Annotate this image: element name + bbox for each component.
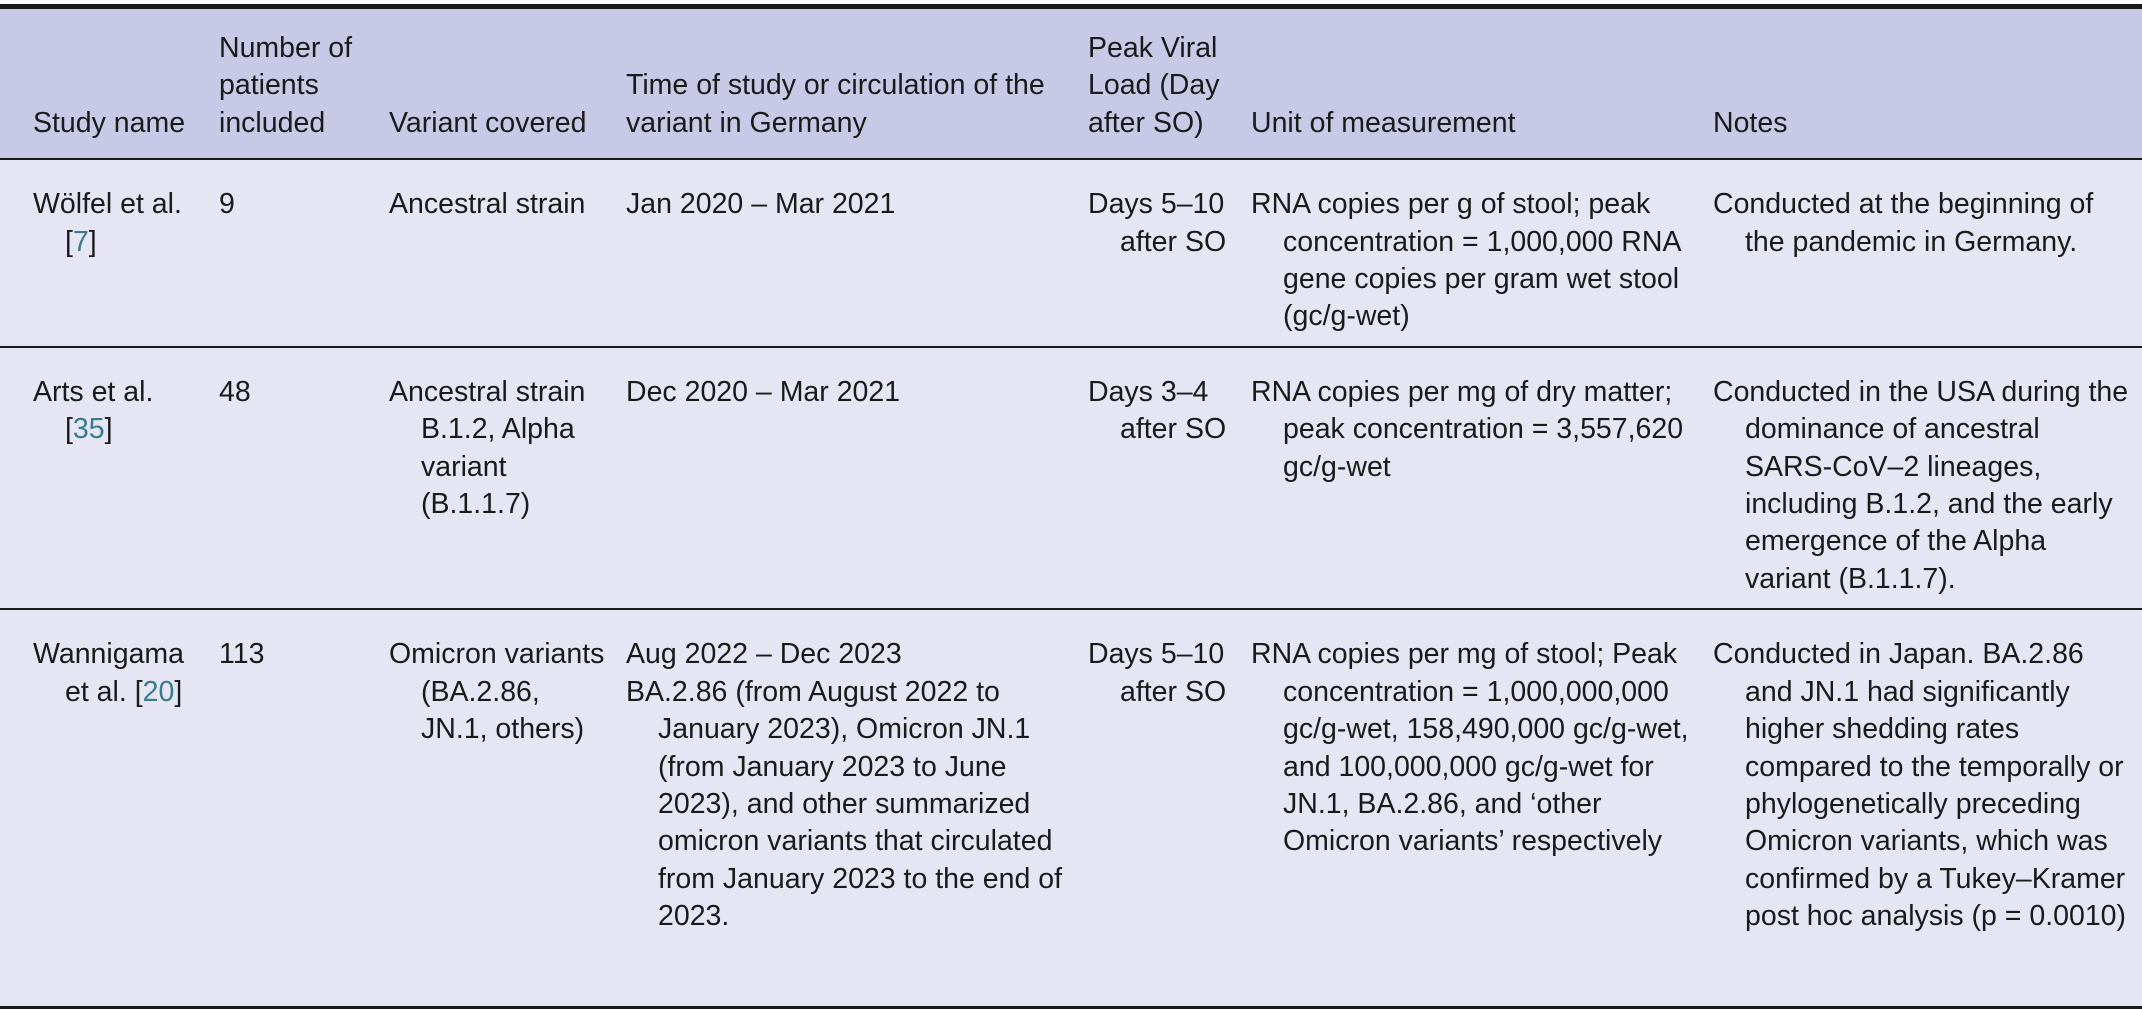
header-peak: Peak Viral Load (Day after SO) [1078,4,1241,161]
cell-variant: Omicron variants (BA.2.86, JN.1, others) [379,609,616,1009]
cell-study: Wölfel et al. [7] [0,159,209,348]
cell-notes: Conducted in Japan. BA.2.86 and JN.1 had… [1703,609,2142,1009]
cell-unit: RNA copies per g of stool; peak concentr… [1241,159,1703,348]
cell-patients: 113 [209,609,379,1009]
table-row: Arts et al. [35] 48 Ancestral strain B.1… [0,346,2142,611]
header-row: Study name Number of patients included V… [0,4,2142,161]
cell-variant: Ancestral strain B.1.2, Alpha variant (B… [379,346,616,611]
cell-peak: Days 5–10 after SO [1078,609,1241,1009]
header-notes: Notes [1703,4,2142,161]
cell-peak: Days 5–10 after SO [1078,159,1241,348]
cell-patients: 48 [209,346,379,611]
cell-notes: Conducted at the beginning of the pandem… [1703,159,2142,348]
cell-peak: Days 3–4 after SO [1078,346,1241,611]
cell-time: Aug 2022 – Dec 2023 BA.2.86 (from August… [616,609,1078,1009]
cell-notes: Conducted in the USA during the dominanc… [1703,346,2142,611]
table-row: Wölfel et al. [7] 9 Ancestral strain Jan… [0,159,2142,348]
reference-link[interactable]: 7 [72,225,89,258]
header-variant: Variant covered [379,4,616,161]
cell-study: Arts et al. [35] [0,346,209,611]
cell-variant: Ancestral strain [379,159,616,348]
data-table: Study name Number of patients included V… [0,4,2142,1009]
cell-time: Jan 2020 – Mar 2021 [616,159,1078,348]
reference-link[interactable]: 35 [72,413,105,446]
header-patients: Number of patients included [209,4,379,161]
cell-unit: RNA copies per mg of stool; Peak concent… [1241,609,1703,1009]
reference-link[interactable]: 20 [142,675,175,708]
cell-time: Dec 2020 – Mar 2021 [616,346,1078,611]
cell-patients: 9 [209,159,379,348]
header-time: Time of study or circulation of the vari… [616,4,1078,161]
cell-study: Wannigama et al. [20] [0,609,209,1009]
header-unit: Unit of measurement [1241,4,1703,161]
header-study-name: Study name [0,4,209,161]
table-row: Wannigama et al. [20] 113 Omicron varian… [0,609,2142,1009]
cell-unit: RNA copies per mg of dry matter; peak co… [1241,346,1703,611]
